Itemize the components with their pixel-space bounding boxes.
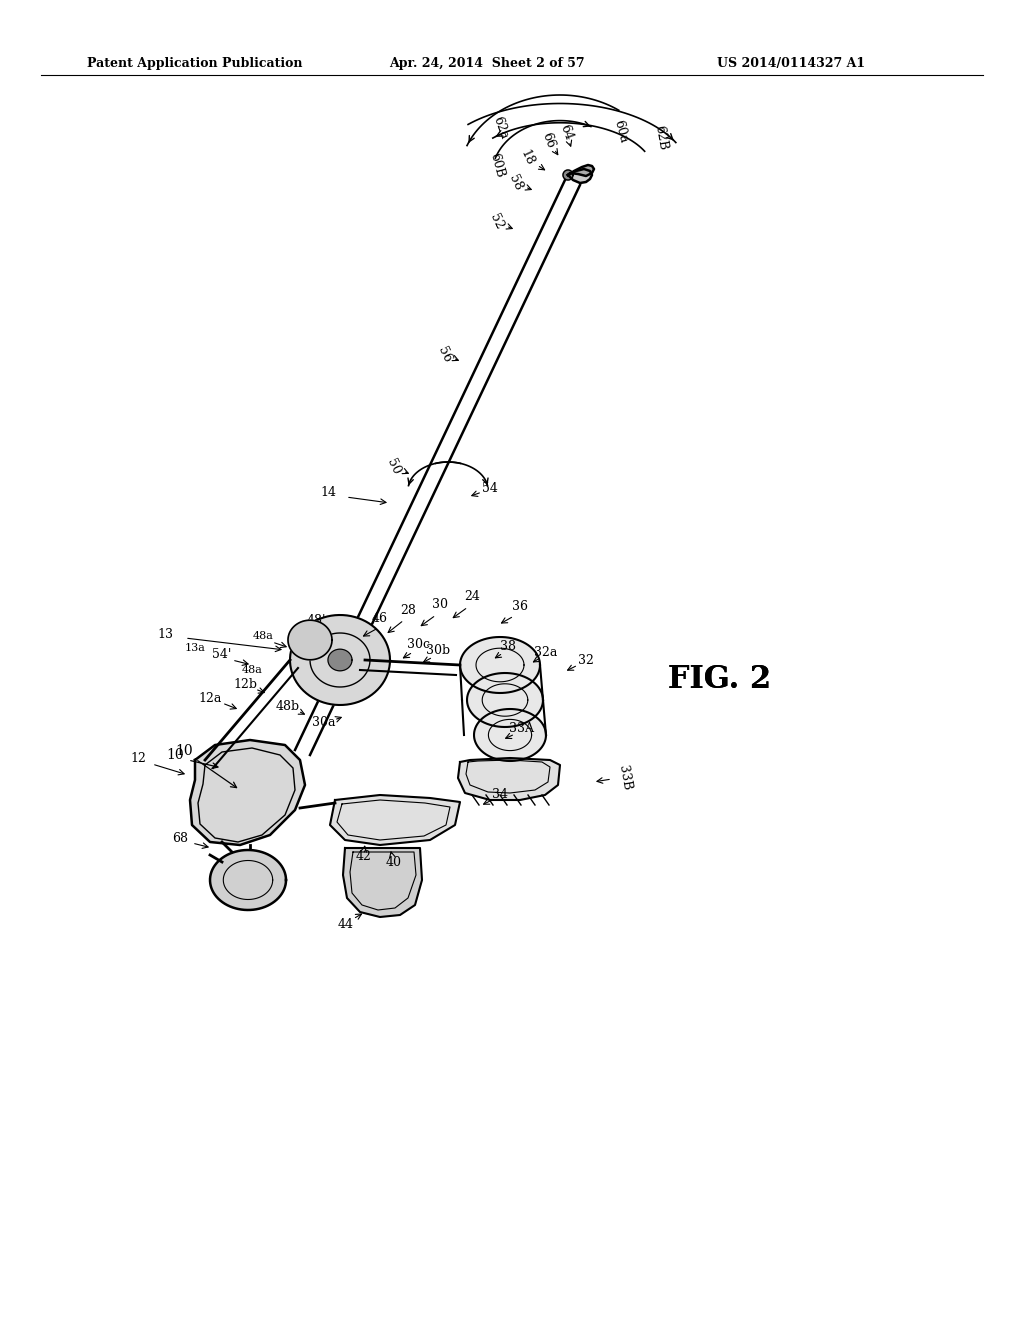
Text: 38: 38 [500,639,516,652]
Text: 42: 42 [356,850,372,862]
Polygon shape [458,758,560,800]
Text: Patent Application Publication: Patent Application Publication [87,57,302,70]
Text: 33B: 33B [616,764,634,792]
Text: 32: 32 [579,653,594,667]
Polygon shape [563,170,573,180]
Text: 32a: 32a [535,645,558,659]
Text: 56: 56 [436,345,455,364]
Text: 18: 18 [518,148,537,168]
Polygon shape [467,673,543,727]
Text: 33A: 33A [510,722,535,734]
Text: 68: 68 [172,832,188,845]
Polygon shape [210,850,286,909]
Text: 24: 24 [464,590,480,603]
Text: 28: 28 [400,603,416,616]
Text: Apr. 24, 2014  Sheet 2 of 57: Apr. 24, 2014 Sheet 2 of 57 [389,57,585,70]
Text: 46: 46 [372,611,388,624]
Text: 34: 34 [492,788,508,801]
Text: 48a: 48a [253,631,273,642]
Text: 36: 36 [512,601,528,614]
Text: 10: 10 [175,744,237,788]
Text: 48': 48' [306,614,326,627]
Text: 60a: 60a [611,119,630,145]
Text: 62a: 62a [490,115,511,141]
Text: 58: 58 [507,173,525,193]
Text: 12a: 12a [199,692,221,705]
Polygon shape [288,620,332,660]
Text: 30b: 30b [426,644,451,656]
Text: FIG. 2: FIG. 2 [669,664,771,696]
Text: 30a: 30a [312,717,336,730]
Text: 13: 13 [157,628,173,642]
Text: 60B: 60B [487,152,507,180]
Text: 10: 10 [166,748,184,762]
Polygon shape [568,169,592,183]
Text: 54': 54' [212,648,231,661]
Text: 13a: 13a [184,643,206,653]
Text: 40: 40 [386,855,402,869]
Polygon shape [330,795,460,845]
Text: 48b: 48b [275,700,300,713]
Text: US 2014/0114327 A1: US 2014/0114327 A1 [717,57,865,70]
Text: 54: 54 [482,482,498,495]
Text: 52: 52 [487,213,506,232]
Polygon shape [568,165,594,176]
Text: 30c: 30c [407,639,429,652]
Polygon shape [343,847,422,917]
Text: 14: 14 [319,486,336,499]
Polygon shape [190,741,305,845]
Polygon shape [328,649,352,671]
Polygon shape [474,709,546,762]
Text: 50: 50 [385,457,403,477]
Text: 12b: 12b [233,678,257,692]
Text: 62B: 62B [652,124,670,150]
Text: 64: 64 [557,123,574,141]
Text: FIG. 2: FIG. 2 [669,664,771,696]
Text: 48a: 48a [242,665,262,675]
Text: 30: 30 [432,598,449,611]
Text: 12: 12 [130,751,146,764]
Polygon shape [290,615,390,705]
Text: 66: 66 [540,131,557,149]
Polygon shape [460,638,540,693]
Text: 44: 44 [338,917,354,931]
